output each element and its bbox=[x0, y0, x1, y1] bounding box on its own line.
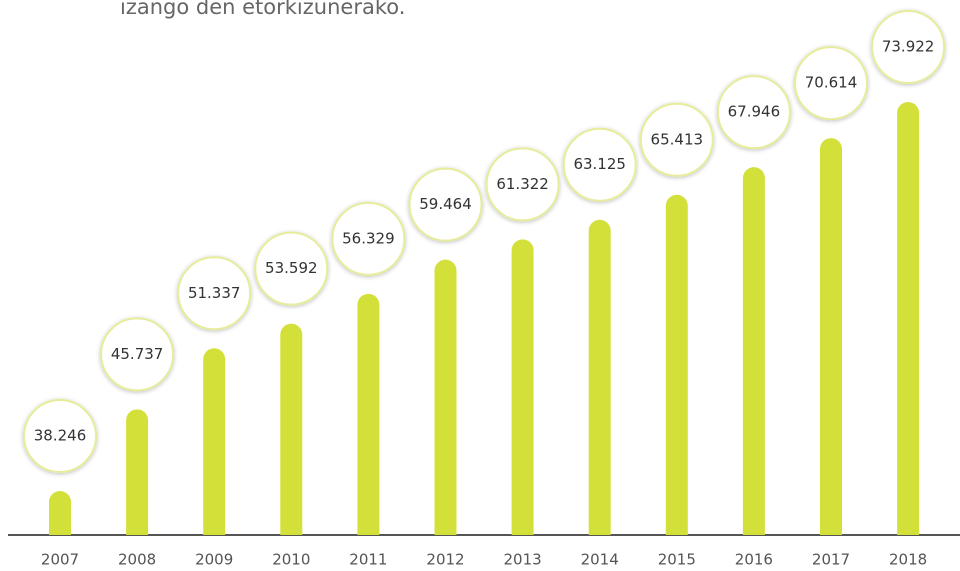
x-tick-label: 2015 bbox=[658, 551, 696, 569]
bar bbox=[588, 219, 611, 535]
data-label: 61.322 bbox=[496, 175, 549, 193]
data-label: 70.614 bbox=[805, 74, 858, 92]
subtitle: izango den etorkizunerako. bbox=[120, 0, 405, 19]
bar bbox=[280, 323, 303, 535]
x-tick-label: 2016 bbox=[735, 551, 773, 569]
x-tick-label: 2010 bbox=[272, 551, 310, 569]
data-label: 56.329 bbox=[342, 229, 395, 247]
bar bbox=[126, 409, 149, 535]
x-tick-label: 2017 bbox=[812, 551, 850, 569]
x-tick-label: 2009 bbox=[195, 551, 233, 569]
x-tick-label: 2013 bbox=[504, 551, 542, 569]
bar bbox=[49, 491, 71, 535]
label-bubble bbox=[639, 102, 714, 177]
x-tick-label: 2007 bbox=[41, 551, 79, 569]
label-bubble bbox=[23, 399, 97, 473]
bar bbox=[665, 194, 688, 535]
data-label: 65.413 bbox=[651, 130, 704, 148]
bar bbox=[434, 259, 457, 535]
x-tick-label: 2011 bbox=[349, 551, 387, 569]
bar bbox=[897, 102, 920, 536]
bar bbox=[742, 167, 765, 535]
bar bbox=[820, 138, 842, 535]
data-label: 53.592 bbox=[265, 259, 318, 277]
label-bubble bbox=[254, 231, 329, 306]
x-tick-label: 2014 bbox=[581, 551, 619, 569]
label-bubble bbox=[716, 75, 791, 150]
bar bbox=[203, 348, 226, 535]
bar bbox=[511, 239, 534, 535]
data-label: 59.464 bbox=[419, 195, 472, 213]
label-bubble bbox=[100, 317, 175, 392]
data-label: 67.946 bbox=[728, 103, 781, 121]
label-bubble bbox=[331, 201, 406, 276]
x-tick-label: 2018 bbox=[889, 551, 927, 569]
data-label: 45.737 bbox=[111, 345, 164, 363]
x-tick-label: 2008 bbox=[118, 551, 156, 569]
data-label: 51.337 bbox=[188, 284, 241, 302]
data-label: 38.246 bbox=[34, 427, 87, 445]
label-bubble bbox=[871, 10, 946, 84]
label-bubble bbox=[794, 46, 868, 121]
label-bubble bbox=[485, 147, 560, 222]
bar bbox=[357, 293, 380, 535]
label-bubble bbox=[177, 256, 252, 331]
data-label: 73.922 bbox=[882, 38, 935, 56]
data-label: 63.125 bbox=[573, 155, 626, 173]
label-bubble bbox=[408, 167, 483, 242]
label-bubble bbox=[562, 127, 637, 202]
x-tick-label: 2012 bbox=[426, 551, 464, 569]
